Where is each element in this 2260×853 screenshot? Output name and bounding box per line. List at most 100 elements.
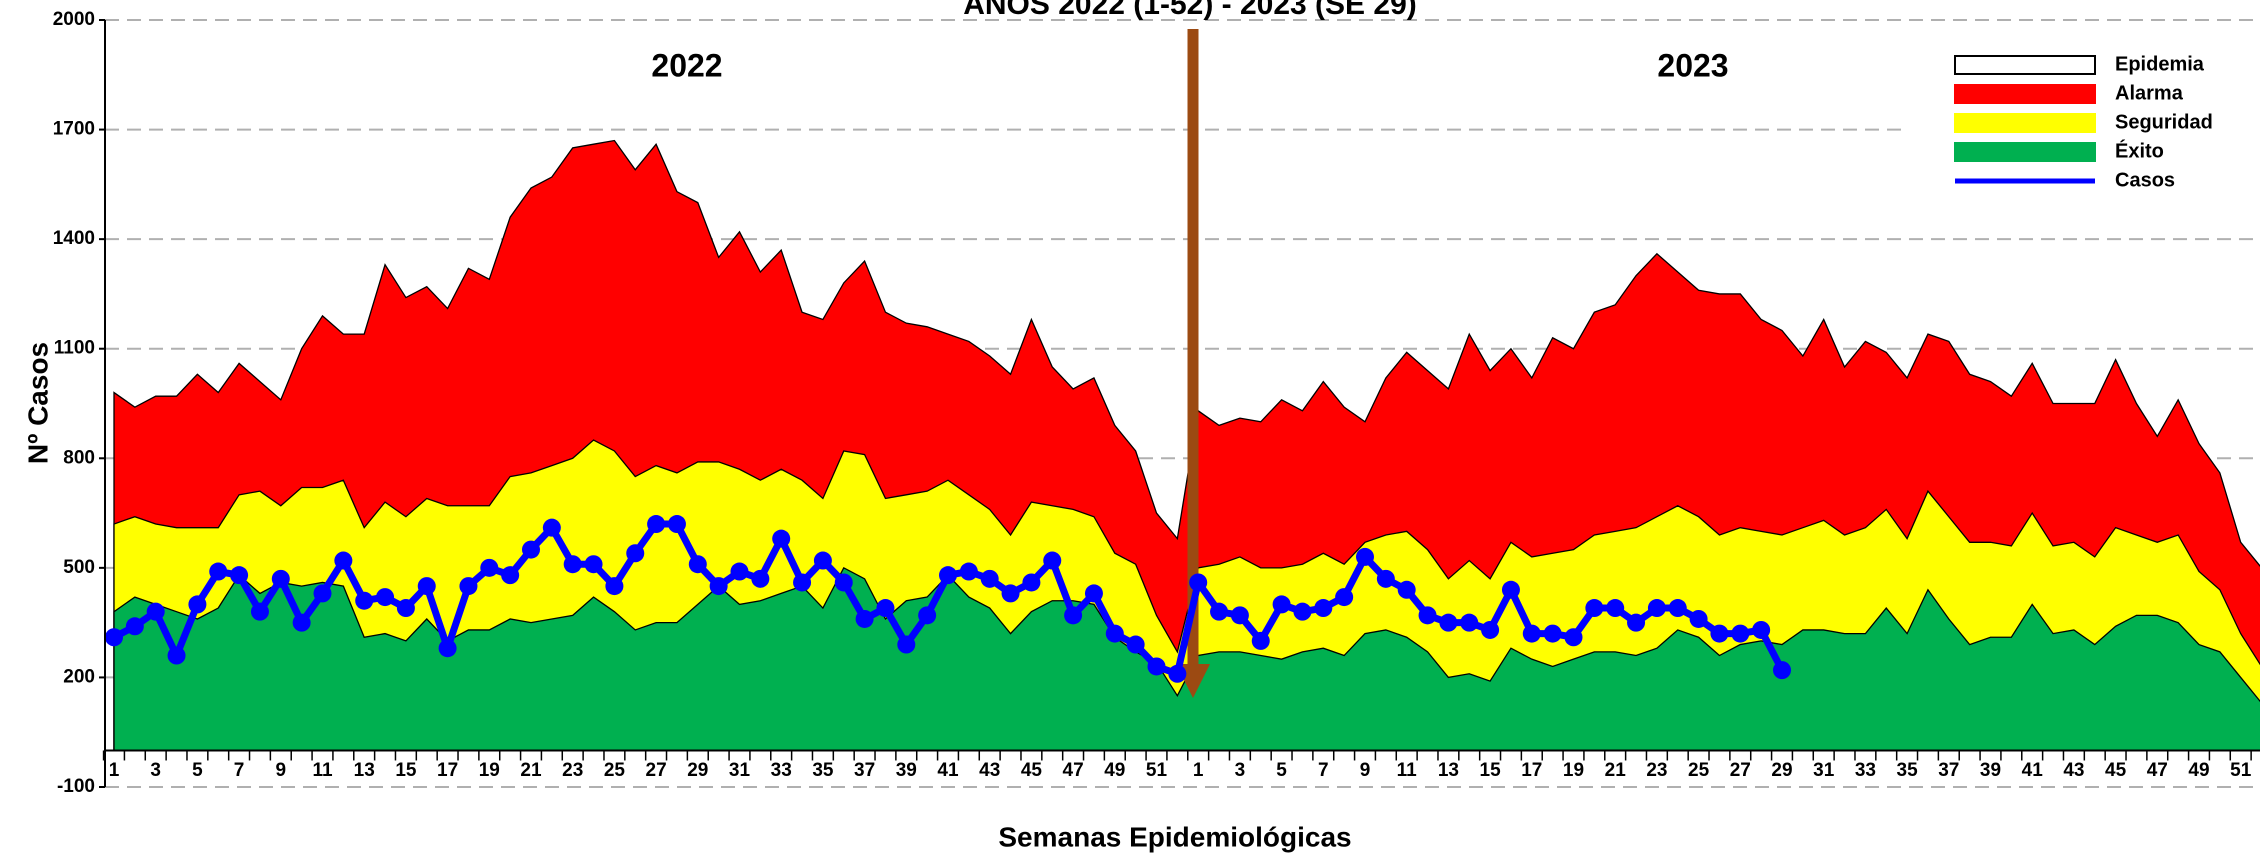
x-tick-label: 21 bbox=[1605, 760, 1627, 781]
x-tick-label: 25 bbox=[604, 760, 626, 781]
x-tick-label: 27 bbox=[1730, 760, 1751, 781]
legend-swatch bbox=[1954, 84, 2096, 104]
marker bbox=[1064, 606, 1083, 625]
x-tick-label: 19 bbox=[479, 760, 500, 781]
marker bbox=[876, 599, 895, 618]
legend-label: Epidemia bbox=[2115, 53, 2205, 75]
x-tick-label: 47 bbox=[2147, 760, 2168, 781]
y-tick-label: 1700 bbox=[53, 119, 95, 140]
marker bbox=[1522, 624, 1541, 643]
x-tick-label: 33 bbox=[771, 760, 792, 781]
marker bbox=[1647, 599, 1666, 618]
x-tick-label: 5 bbox=[192, 760, 203, 781]
x-tick-label: 11 bbox=[1397, 760, 1418, 781]
marker bbox=[626, 544, 645, 563]
x-tick-label: 35 bbox=[812, 760, 834, 781]
x-tick-label: 21 bbox=[520, 760, 542, 781]
x-tick-label: 5 bbox=[1276, 760, 1287, 781]
marker bbox=[1189, 573, 1208, 592]
y-axis-title: Nº Casos bbox=[22, 342, 53, 464]
x-tick-label: 7 bbox=[1318, 760, 1329, 781]
marker bbox=[1210, 602, 1229, 621]
x-tick-label: 19 bbox=[1563, 760, 1584, 781]
x-tick-label: 15 bbox=[395, 760, 417, 781]
marker bbox=[647, 515, 666, 534]
marker bbox=[313, 584, 332, 603]
x-tick-label: 47 bbox=[1063, 760, 1084, 781]
marker bbox=[1606, 599, 1625, 618]
marker bbox=[376, 588, 395, 607]
marker bbox=[939, 566, 957, 585]
x-tick-label: 31 bbox=[729, 760, 751, 781]
marker bbox=[730, 562, 749, 581]
marker bbox=[834, 573, 853, 592]
x-tick-label: 41 bbox=[937, 760, 959, 781]
x-tick-label: 3 bbox=[1235, 760, 1246, 781]
marker bbox=[1126, 635, 1145, 654]
marker bbox=[230, 566, 249, 585]
y-tick-label: 2000 bbox=[53, 9, 95, 30]
marker bbox=[1397, 580, 1416, 599]
x-tick-label: 9 bbox=[276, 760, 287, 781]
marker bbox=[1293, 602, 1312, 621]
marker bbox=[396, 599, 415, 618]
x-tick-label: 33 bbox=[1855, 760, 1876, 781]
y-tick-label: 1400 bbox=[53, 228, 95, 249]
marker bbox=[584, 555, 603, 574]
legend-swatch bbox=[1954, 55, 2096, 75]
legend-swatch bbox=[1954, 113, 2096, 133]
plot-area bbox=[113, 139, 2260, 752]
legend: Epidemia Alarma Seguridad Éxito Casos bbox=[1909, 40, 2260, 197]
x-tick-label: 45 bbox=[1021, 760, 1043, 781]
chart-title: AÑOS 2022 (1-52) - 2023 (SE 29) bbox=[963, 0, 1417, 21]
x-tick-label: 23 bbox=[1646, 760, 1667, 781]
marker bbox=[980, 569, 999, 588]
marker bbox=[1710, 624, 1729, 643]
legend-label: Éxito bbox=[2115, 139, 2164, 162]
x-tick-label: 29 bbox=[687, 760, 708, 781]
marker bbox=[1356, 547, 1374, 566]
marker bbox=[417, 577, 436, 596]
x-tick-label: 11 bbox=[312, 760, 333, 781]
x-tick-label: 1 bbox=[109, 760, 120, 781]
marker bbox=[459, 577, 478, 596]
marker bbox=[438, 639, 457, 658]
x-tick-label: 51 bbox=[2230, 760, 2252, 781]
marker bbox=[605, 577, 624, 596]
marker bbox=[667, 515, 686, 534]
marker bbox=[146, 602, 165, 621]
y-tick-label: 200 bbox=[63, 666, 95, 687]
marker bbox=[688, 555, 707, 574]
marker bbox=[125, 617, 144, 636]
x-tick-label: 35 bbox=[1897, 760, 1919, 781]
marker bbox=[1564, 628, 1583, 647]
legend-label: Seguridad bbox=[2115, 111, 2213, 133]
marker bbox=[188, 595, 207, 614]
marker bbox=[501, 566, 520, 585]
marker bbox=[1439, 613, 1458, 632]
legend-label: Casos bbox=[2115, 169, 2175, 191]
marker bbox=[1689, 609, 1708, 628]
legend-label: Alarma bbox=[2115, 82, 2184, 104]
x-axis-title: Semanas Epidemiológicas bbox=[998, 821, 1351, 852]
x-tick-label: 41 bbox=[2022, 760, 2044, 781]
marker bbox=[1105, 624, 1124, 643]
x-tick-label: 23 bbox=[562, 760, 583, 781]
x-tick-label: 13 bbox=[354, 760, 375, 781]
line-layer bbox=[105, 515, 1791, 683]
x-tick-label: 39 bbox=[896, 760, 917, 781]
x-tick-label: 37 bbox=[854, 760, 875, 781]
marker bbox=[542, 518, 561, 537]
x-tick-label: 17 bbox=[1521, 760, 1542, 781]
marker bbox=[1084, 584, 1103, 603]
y-tick-label: 500 bbox=[63, 557, 95, 578]
x-tick-label: 7 bbox=[234, 760, 245, 781]
x-tick-label: 3 bbox=[150, 760, 161, 781]
marker bbox=[1147, 657, 1166, 676]
marker bbox=[959, 562, 978, 581]
marker bbox=[209, 562, 228, 581]
marker bbox=[1314, 599, 1333, 618]
